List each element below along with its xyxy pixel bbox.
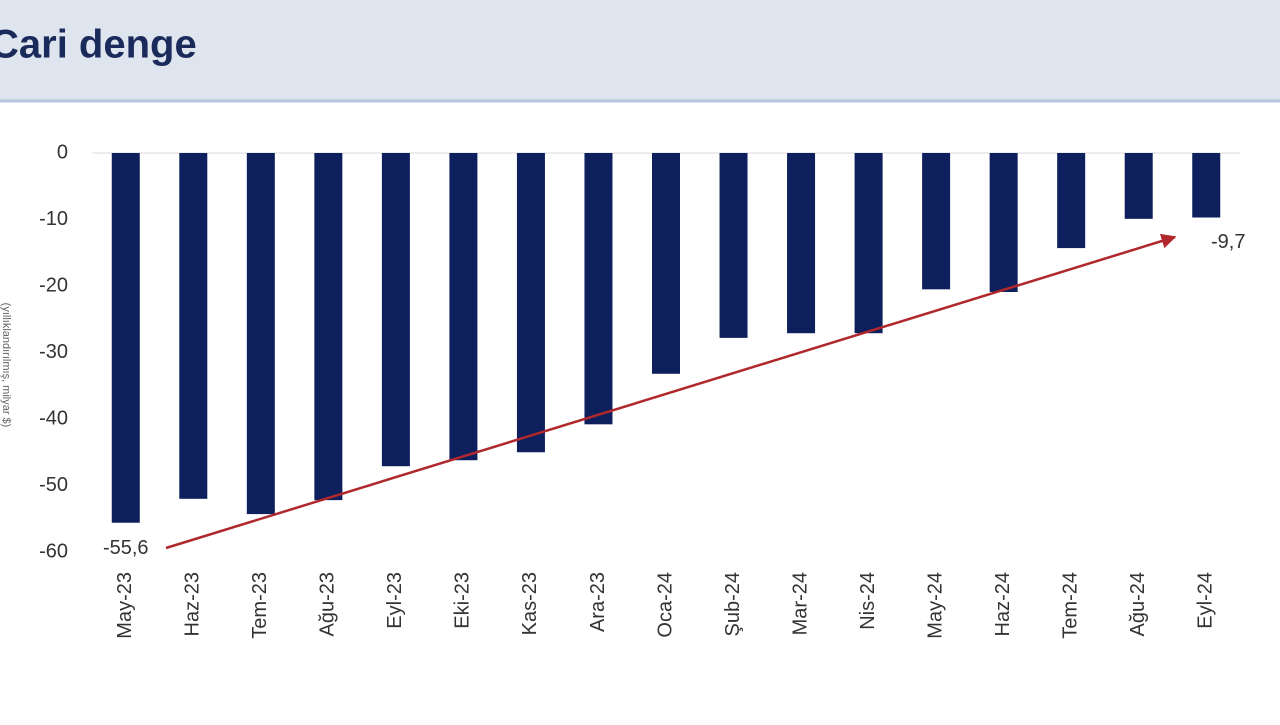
bar <box>179 153 208 499</box>
value-label: -55,6 <box>103 537 149 559</box>
x-tick-label: Ağu-24 <box>1127 572 1149 637</box>
bar <box>787 153 816 334</box>
bar <box>314 153 343 501</box>
bar <box>584 153 613 425</box>
value-label: -9,7 <box>1211 231 1245 253</box>
x-tick-label: Eyl-24 <box>1195 572 1217 629</box>
y-tick-label: -60 <box>39 540 68 562</box>
bar <box>922 153 951 290</box>
y-tick-label: -10 <box>39 208 68 230</box>
bar <box>989 153 1018 292</box>
x-tick-label: Haz-24 <box>992 572 1014 636</box>
x-tick-label: Haz-23 <box>182 572 204 636</box>
x-tick-label: Tem-23 <box>249 572 271 639</box>
bar <box>111 153 140 523</box>
header-band <box>0 0 1280 100</box>
y-tick-label: -50 <box>39 474 68 496</box>
x-tick-label: Eyl-23 <box>384 572 406 629</box>
x-tick-label: Mar-24 <box>789 572 811 635</box>
trend-arrow <box>165 233 1177 550</box>
bar <box>1057 153 1086 249</box>
x-tick-label: Kas-23 <box>519 572 541 635</box>
x-tick-label: Ağu-23 <box>317 572 339 637</box>
x-tick-label: Oca-24 <box>654 572 676 638</box>
bar <box>1192 153 1221 218</box>
x-tick-label: May-23 <box>114 572 136 639</box>
x-tick-label: Nis-24 <box>857 572 879 630</box>
x-tick-label: May-24 <box>924 572 946 639</box>
x-tick-label: Şub-24 <box>722 572 744 637</box>
y-tick-label: -40 <box>39 407 68 429</box>
y-tick-label: -30 <box>39 341 68 363</box>
bar <box>246 153 275 515</box>
bar <box>449 153 478 461</box>
bar <box>854 153 883 334</box>
bar <box>719 153 748 338</box>
bar <box>1124 153 1153 219</box>
bar <box>381 153 410 467</box>
x-tick-label: Tem-24 <box>1059 572 1081 639</box>
bar <box>652 153 680 374</box>
x-tick-label: Eki-23 <box>452 572 474 629</box>
x-tick-label: Ara-23 <box>587 572 609 632</box>
y-tick-label: 0 <box>57 141 68 163</box>
y-tick-label: -20 <box>39 274 68 296</box>
bar <box>516 153 545 453</box>
chart-title: Cari denge <box>0 23 197 67</box>
y-axis-title: (yıllıklandırılmış, milyar $) <box>0 303 12 428</box>
